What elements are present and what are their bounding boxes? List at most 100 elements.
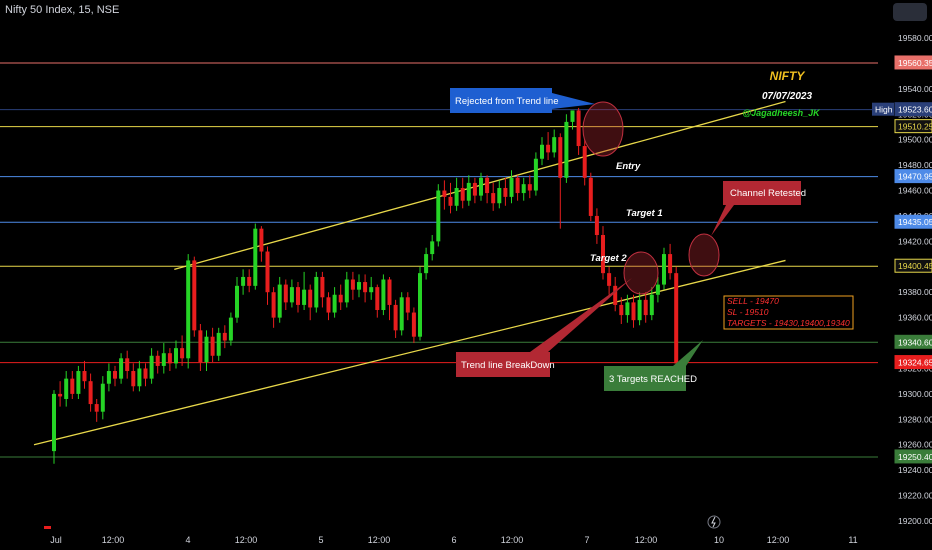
y-tick-label: 19280.00 — [898, 414, 932, 424]
candle-body — [113, 371, 117, 379]
time-axis: Jul 12:00 4 12:00 5 12:00 6 12:00 7 12:00 10 12:00 1… — [50, 535, 857, 545]
level-tag-label: 19523.60 — [898, 105, 932, 115]
candle-body — [64, 378, 69, 399]
candle-body — [552, 137, 557, 153]
horizontal-levels — [0, 62, 878, 458]
candle-body — [472, 182, 477, 196]
annotation-entry: Entry — [616, 161, 641, 172]
trend-channel — [33, 100, 786, 446]
candle-body — [363, 282, 368, 293]
candle-body — [106, 371, 111, 384]
info-date: 07/07/2023 — [762, 91, 812, 102]
candle-body — [424, 254, 429, 274]
level-tag-2 — [894, 119, 932, 134]
candle-body — [198, 330, 203, 363]
candle-body — [381, 279, 386, 311]
x-tick-label: 11 — [848, 535, 857, 545]
candle-body — [277, 284, 282, 318]
annotation-target-1: Target 1 — [626, 208, 663, 219]
candle-body — [119, 358, 124, 379]
candle-body — [430, 241, 435, 255]
level-tag-label: 19435.05 — [898, 217, 932, 227]
candle-body — [607, 273, 612, 286]
candle-body — [216, 332, 221, 356]
candle-body — [357, 282, 361, 290]
candle-body — [350, 279, 355, 290]
candle-body — [418, 273, 422, 337]
candle-body — [131, 371, 136, 387]
info-handle: @Jagadheesh_JK — [742, 108, 821, 118]
info-title: NIFTY — [770, 69, 806, 83]
candle-body — [625, 302, 630, 316]
x-tick-label: 12:00 — [501, 535, 524, 545]
session-mark — [44, 526, 51, 529]
candle-body — [100, 383, 105, 412]
symbol-title: Nifty 50 Index, 15, NSE — [5, 4, 120, 16]
candle-body — [649, 294, 654, 316]
callout-retested-text: Channel Retested — [730, 188, 806, 199]
chart-menu-button[interactable] — [893, 3, 927, 21]
candle-body — [442, 190, 447, 197]
candle-body — [399, 297, 404, 331]
candle-body — [167, 353, 172, 364]
candle-body — [296, 287, 300, 305]
candle-body — [485, 177, 490, 194]
candle-body — [253, 228, 258, 286]
x-tick-label: 12:00 — [635, 535, 658, 545]
candle-body — [564, 121, 569, 178]
candle-body — [491, 193, 496, 204]
candle-body — [637, 299, 642, 321]
callouts: Rejected from Trend line Channel Retested… — [44, 69, 854, 529]
candle-body — [302, 289, 307, 305]
x-tick-label: 6 — [451, 535, 456, 545]
lightning-icon-glyph — [711, 516, 716, 528]
level-tag-label: 19510.25 — [898, 122, 932, 132]
callout-targets-bg — [604, 340, 703, 391]
candle-body — [582, 146, 587, 178]
candle-body — [271, 292, 276, 318]
y-tick-label: 19380.00 — [898, 287, 932, 297]
candle-body — [314, 276, 319, 308]
highlight-ellipse-breakdown — [623, 251, 659, 295]
candle-body — [283, 284, 288, 303]
signal-sl: SL - 19510 — [727, 307, 769, 317]
candle-body — [509, 177, 514, 197]
candle-body — [588, 177, 593, 216]
candle-body — [619, 304, 624, 316]
lightning-icon[interactable] — [707, 515, 721, 529]
candle-body — [576, 110, 581, 147]
candle-body — [204, 336, 209, 363]
candle-body — [320, 276, 325, 298]
candle-body — [655, 284, 660, 295]
candle-body — [521, 184, 526, 194]
candle-body — [265, 251, 270, 293]
x-tick-label: 12:00 — [235, 535, 258, 545]
x-tick-label: 4 — [185, 535, 190, 545]
candle-body — [631, 302, 636, 321]
candles — [52, 107, 685, 464]
level-tag-3 — [894, 169, 932, 184]
candle-body — [180, 348, 185, 359]
signal-box — [723, 295, 854, 330]
level-tag-7 — [894, 355, 932, 370]
candle-body — [533, 158, 538, 191]
candle-body — [125, 358, 130, 372]
signal-targets: TARGETS - 19430,19400,19340 — [727, 318, 850, 328]
candle-body — [228, 317, 233, 341]
candle-body — [241, 276, 246, 286]
candle-body — [674, 273, 679, 364]
trend-line-0 — [33, 259, 786, 446]
candle-body — [387, 279, 392, 305]
level-tag-6 — [894, 334, 932, 349]
candle-body — [210, 336, 215, 356]
level-tag-label: 19560.35 — [898, 58, 932, 68]
candle-body — [192, 260, 197, 331]
candle-body — [82, 371, 87, 382]
candle-body — [454, 187, 459, 206]
candle-body — [479, 177, 483, 196]
candle-body — [326, 297, 331, 313]
level-tag-0 — [894, 55, 932, 70]
candle-body — [289, 287, 294, 303]
candle-body — [247, 276, 252, 286]
